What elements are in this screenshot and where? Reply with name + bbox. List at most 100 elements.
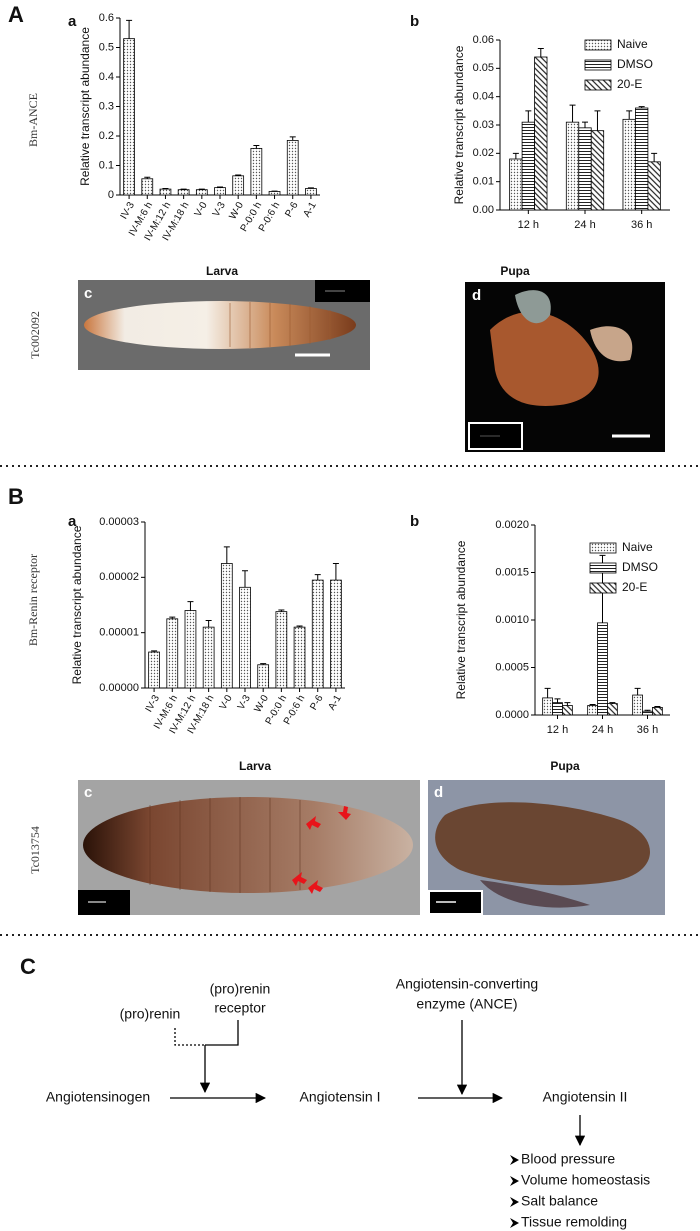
- bar: [311, 579, 324, 689]
- effect: Salt balance: [521, 1193, 598, 1209]
- error-bar: [525, 110, 532, 123]
- photo-label: d: [434, 784, 443, 801]
- bar: [607, 703, 618, 716]
- error-bar: [253, 144, 260, 149]
- y-tick-label: 0.00001: [99, 627, 139, 639]
- bar: [214, 187, 226, 196]
- legend-swatch: [584, 79, 612, 91]
- y-tick-label: 0.2: [99, 130, 114, 142]
- error-bar: [512, 152, 519, 159]
- y-tick-label: 0.04: [473, 91, 494, 103]
- bar: [166, 618, 179, 689]
- x-tick-label: P-6: [283, 200, 301, 219]
- y-tick-label: 0.03: [473, 119, 494, 131]
- photo-title: Pupa: [500, 264, 530, 278]
- ortholog-label: Tc002092: [28, 311, 42, 359]
- bar: [286, 140, 299, 196]
- bar: [275, 611, 288, 689]
- error-bar: [554, 698, 561, 703]
- error-bar: [144, 176, 151, 179]
- error-bar: [332, 563, 339, 581]
- error-bar: [278, 609, 285, 612]
- photo-label: d: [472, 287, 481, 304]
- x-tick-label: V-0: [193, 200, 210, 219]
- x-tick-label: 36 h: [637, 724, 658, 736]
- y-axis-label: Relative transcript abundance: [78, 27, 92, 186]
- error-bar: [638, 106, 645, 108]
- bar: [257, 664, 270, 689]
- bar: [293, 626, 306, 689]
- bar: [305, 188, 317, 196]
- bar: [578, 127, 592, 211]
- legend-label: DMSO: [617, 57, 653, 71]
- section-label: A: [8, 2, 24, 27]
- error-bar: [151, 650, 158, 653]
- photo-title: Larva: [206, 264, 238, 278]
- effect: Blood pressure: [521, 1151, 615, 1167]
- legend-label: 20-E: [617, 77, 642, 91]
- x-tick-label: 12 h: [518, 219, 539, 231]
- bar: [232, 175, 245, 196]
- gene-label: Bm-Renin receptor: [26, 554, 40, 646]
- error-bar: [651, 152, 658, 162]
- y-tick-label: 0.0010: [495, 614, 529, 626]
- error-bar: [544, 687, 551, 698]
- legend-label: DMSO: [622, 560, 658, 574]
- y-tick-label: 0.0000: [495, 709, 529, 721]
- x-tick-label: A-1: [301, 200, 319, 219]
- legend-swatch: [589, 562, 617, 574]
- bar: [534, 56, 548, 211]
- error-bar: [626, 110, 633, 120]
- bar: [509, 158, 523, 211]
- y-tick-label: 0.02: [473, 147, 494, 159]
- effect: Tissue remolding: [521, 1214, 627, 1230]
- node-label: Angiotensin I: [300, 1089, 381, 1105]
- error-bar: [634, 687, 641, 696]
- x-tick-label: V-0: [218, 693, 235, 712]
- y-tick-label: 0.4: [99, 71, 114, 83]
- photo-label: c: [84, 285, 92, 302]
- error-bar: [260, 663, 267, 665]
- panel-label: a: [68, 13, 77, 30]
- y-tick-label: 0.00000: [99, 682, 139, 694]
- x-tick-label: V-3: [236, 693, 253, 712]
- legend-swatch: [584, 39, 612, 51]
- bar: [521, 121, 535, 211]
- y-axis-label: Relative transcript abundance: [452, 45, 466, 204]
- y-tick-label: 0.1: [99, 159, 114, 171]
- error-bar: [296, 625, 303, 628]
- photo-larva: [78, 280, 370, 370]
- node-label: Angiotensinogen: [46, 1089, 150, 1105]
- error-bar: [187, 601, 194, 611]
- y-tick-label: 0.00002: [99, 571, 139, 583]
- node-label: (pro)renin: [210, 981, 271, 997]
- photo-title: Larva: [239, 759, 271, 773]
- error-bar: [654, 705, 661, 708]
- photo-pupa: [465, 282, 665, 452]
- error-bar: [162, 188, 169, 190]
- y-tick-label: 0.0020: [495, 519, 529, 531]
- bar: [184, 610, 197, 689]
- bar: [250, 147, 263, 196]
- bar: [123, 38, 135, 196]
- panel-label: b: [410, 513, 419, 530]
- bar: [202, 626, 215, 689]
- bar: [141, 178, 154, 196]
- x-tick-label: 24 h: [574, 219, 595, 231]
- legend-label: Naive: [622, 540, 653, 554]
- error-bar: [582, 121, 588, 128]
- error-bar: [289, 136, 296, 141]
- bar: [159, 188, 172, 196]
- bullets: [510, 1155, 519, 1228]
- node-label: (pro)renin: [120, 1006, 181, 1022]
- bar: [268, 191, 281, 196]
- bar: [552, 702, 563, 716]
- panel-label: b: [410, 13, 419, 30]
- node-label: enzyme (ANCE): [416, 996, 517, 1012]
- error-bar: [594, 110, 601, 131]
- photo-pupa: [428, 780, 665, 915]
- photo-label: c: [84, 784, 92, 801]
- y-tick-label: 0.0005: [495, 661, 529, 673]
- error-bar: [307, 187, 314, 189]
